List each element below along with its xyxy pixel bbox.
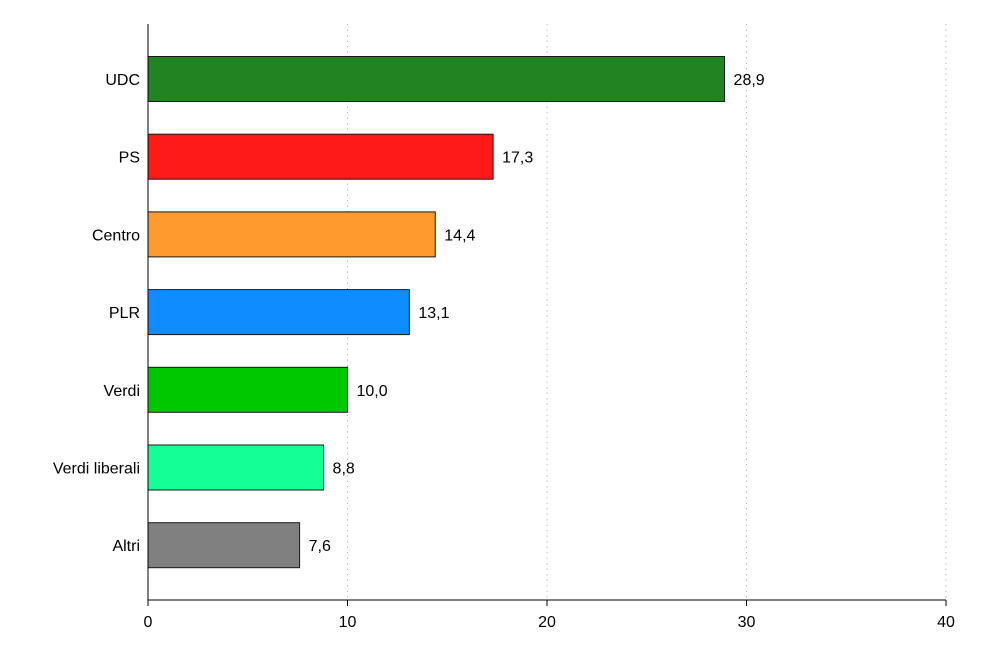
bar-verdi-liberali bbox=[147, 444, 325, 491]
category-label-centro: Centro bbox=[92, 227, 140, 244]
bar-ps bbox=[147, 133, 494, 180]
category-label-altri: Altri bbox=[112, 538, 140, 555]
gridlines bbox=[347, 24, 947, 600]
x-tick-label-30: 30 bbox=[738, 614, 756, 631]
x-tick-label-40: 40 bbox=[937, 614, 955, 631]
category-label-verdi-liberali: Verdi liberali bbox=[53, 461, 140, 478]
x-tick-label-0: 0 bbox=[144, 614, 153, 631]
value-label-verdi: 10,0 bbox=[357, 383, 388, 400]
category-label-plr: PLR bbox=[109, 305, 140, 322]
category-label-verdi: Verdi bbox=[104, 383, 140, 400]
value-label-altri: 7,6 bbox=[309, 538, 331, 555]
bar-udc bbox=[147, 56, 726, 102]
x-tick-label-20: 20 bbox=[538, 614, 556, 631]
value-label-centro: 14,4 bbox=[444, 227, 475, 244]
bar-plr bbox=[147, 289, 410, 336]
labels: UDC 28,9 PS 17,3 Centro 14,4 PLR 13,1 Verdi 10,0 V… bbox=[53, 72, 955, 631]
value-label-plr: 13,1 bbox=[418, 305, 449, 322]
axes bbox=[147, 24, 947, 606]
bars bbox=[147, 56, 726, 569]
bar-verdi bbox=[147, 366, 348, 413]
bar-centro bbox=[147, 211, 436, 258]
x-tick-label-10: 10 bbox=[339, 614, 357, 631]
value-label-verdi-liberali: 8,8 bbox=[333, 461, 355, 478]
category-label-udc: UDC bbox=[105, 72, 140, 89]
category-label-ps: PS bbox=[119, 150, 140, 167]
value-label-ps: 17,3 bbox=[502, 150, 533, 167]
bar-altri bbox=[147, 522, 301, 569]
value-label-udc: 28,9 bbox=[734, 72, 765, 89]
